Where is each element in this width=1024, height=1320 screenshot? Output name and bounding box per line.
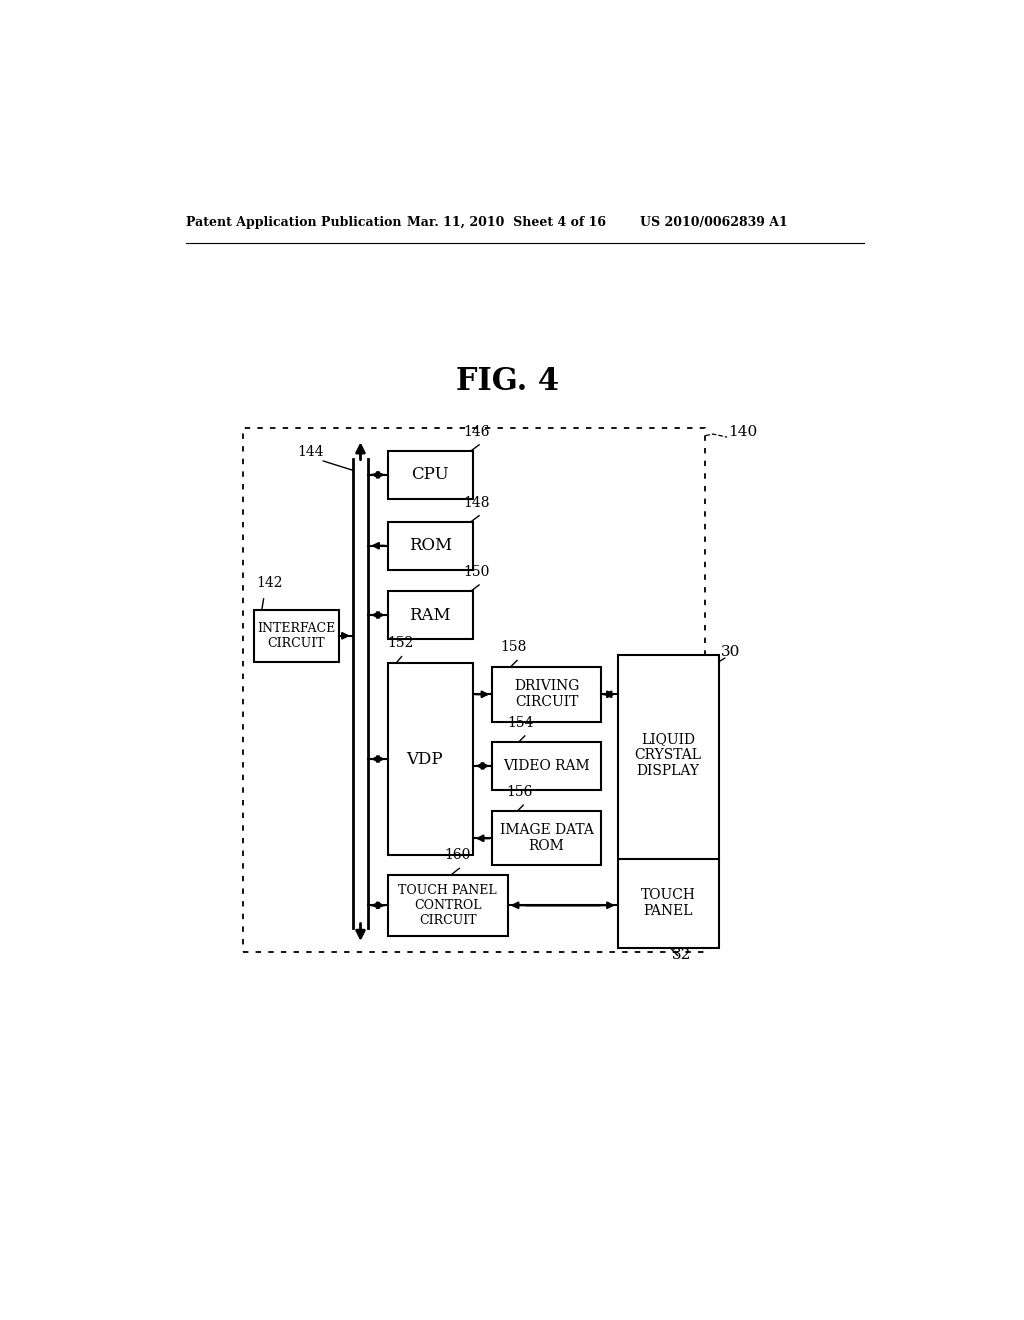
- Text: RAM: RAM: [410, 606, 451, 623]
- Text: ROM: ROM: [409, 537, 452, 554]
- Bar: [243, 428, 706, 952]
- Text: 156: 156: [506, 785, 532, 799]
- Text: CPU: CPU: [412, 466, 450, 483]
- Text: TOUCH PANEL
CONTROL
CIRCUIT: TOUCH PANEL CONTROL CIRCUIT: [398, 884, 497, 927]
- Text: IMAGE DATA
ROM: IMAGE DATA ROM: [500, 824, 594, 854]
- Text: VDP: VDP: [406, 751, 442, 767]
- Bar: [493, 742, 601, 789]
- Text: 148: 148: [464, 495, 490, 510]
- Bar: [388, 591, 473, 639]
- Text: 30: 30: [721, 645, 740, 659]
- Bar: [388, 874, 508, 936]
- Text: 142: 142: [256, 577, 283, 590]
- Text: TOUCH
PANEL: TOUCH PANEL: [641, 888, 695, 919]
- Text: Patent Application Publication: Patent Application Publication: [186, 216, 401, 230]
- Bar: [254, 610, 339, 663]
- Text: 146: 146: [464, 425, 490, 438]
- Text: 152: 152: [388, 636, 414, 651]
- Bar: [388, 451, 473, 499]
- Text: LIQUID
CRYSTAL
DISPLAY: LIQUID CRYSTAL DISPLAY: [635, 733, 701, 779]
- Bar: [493, 812, 601, 866]
- Text: DRIVING
CIRCUIT: DRIVING CIRCUIT: [514, 680, 580, 709]
- Text: FIG. 4: FIG. 4: [456, 367, 559, 397]
- Text: VIDEO RAM: VIDEO RAM: [503, 759, 590, 774]
- Bar: [388, 521, 473, 570]
- Bar: [388, 663, 473, 855]
- Text: 154: 154: [508, 715, 535, 730]
- Text: 160: 160: [443, 849, 470, 862]
- Text: US 2010/0062839 A1: US 2010/0062839 A1: [640, 216, 787, 230]
- Text: INTERFACE
CIRCUIT: INTERFACE CIRCUIT: [257, 622, 335, 649]
- Text: 150: 150: [464, 565, 489, 579]
- Text: 144: 144: [297, 445, 324, 459]
- Bar: [493, 667, 601, 722]
- Bar: [617, 655, 719, 948]
- Text: 158: 158: [500, 640, 526, 655]
- Text: Mar. 11, 2010  Sheet 4 of 16: Mar. 11, 2010 Sheet 4 of 16: [407, 216, 606, 230]
- Text: 32: 32: [672, 948, 691, 961]
- Text: 140: 140: [729, 425, 758, 440]
